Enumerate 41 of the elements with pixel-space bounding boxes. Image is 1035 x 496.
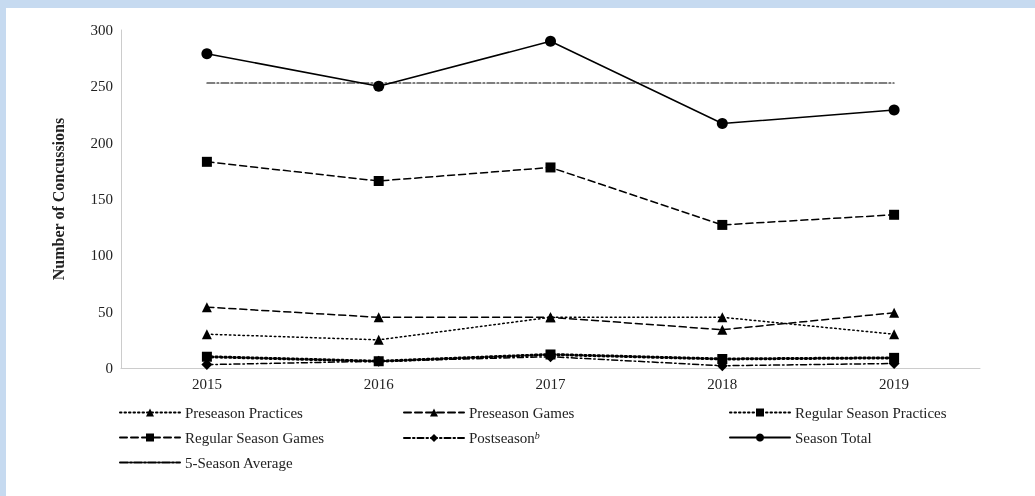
point (716, 118, 728, 130)
legend-label: Preseason Games (469, 404, 575, 421)
point (373, 334, 384, 345)
point (545, 162, 556, 173)
y-tick-label: 250 (90, 78, 113, 95)
point (373, 356, 384, 367)
point (717, 312, 728, 323)
x-tick-label: 2017 (535, 375, 566, 392)
point (201, 302, 212, 313)
y-tick-label: 300 (90, 22, 113, 38)
point (889, 209, 900, 220)
y-axis-title: Number of Concussions (49, 117, 67, 281)
point (373, 312, 384, 323)
point (717, 219, 728, 230)
point (717, 353, 728, 364)
legend-label: Regular Season Practices (795, 404, 947, 421)
point (889, 329, 900, 340)
point (201, 48, 213, 60)
x-tick-label: 2018 (707, 375, 738, 392)
y-tick-label: 200 (90, 134, 113, 151)
x-tick-label: 2015 (191, 375, 222, 392)
point (201, 156, 212, 167)
point (201, 329, 212, 340)
legend-label: Preseason Practices (185, 404, 304, 421)
legend-label: 5-Season Average (185, 454, 293, 471)
point (889, 352, 900, 363)
y-tick-label: 150 (90, 191, 113, 207)
legend-label: Season Total (795, 429, 872, 446)
point (888, 104, 900, 116)
point (889, 307, 900, 318)
x-tick-label: 2016 (363, 375, 395, 392)
x-tick-label: 2019 (879, 375, 910, 392)
y-tick-label: 0 (105, 360, 113, 376)
point (373, 175, 384, 186)
point (717, 324, 728, 335)
point (545, 35, 556, 47)
y-tick-label: 50 (98, 303, 113, 320)
point (201, 351, 212, 362)
y-tick-label: 100 (90, 247, 113, 264)
point (373, 80, 385, 92)
legend-label: Regular Season Games (185, 429, 325, 446)
